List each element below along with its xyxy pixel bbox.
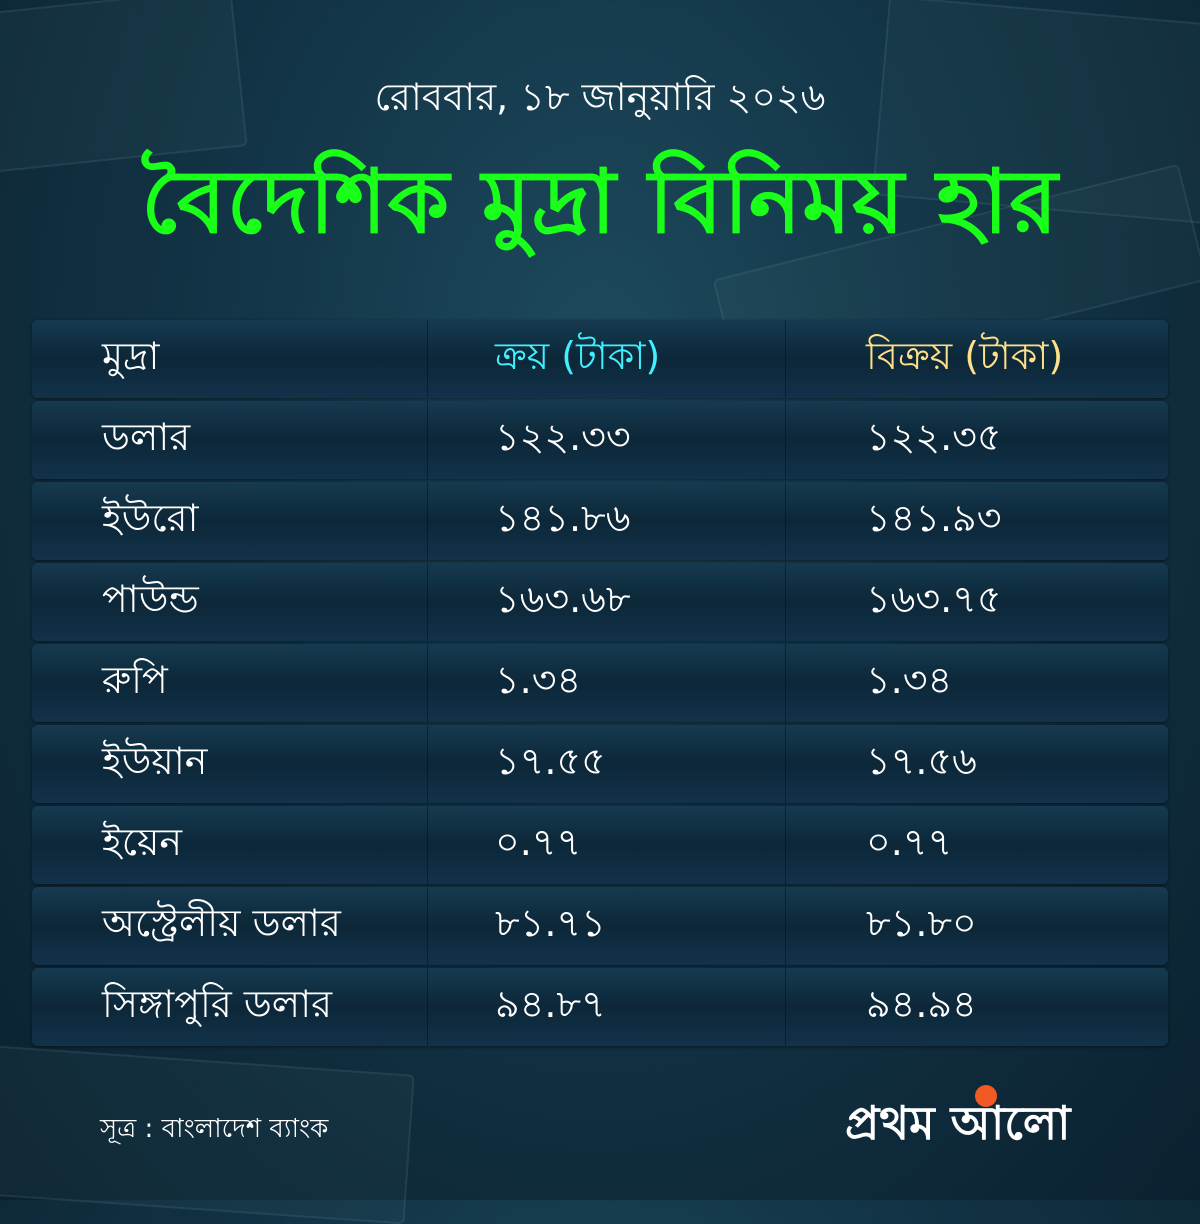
exchange-rate-table: মুদ্রা ক্রয় (টাকা) বিক্রয় (টাকা) ডলার ১… [32,320,1168,1049]
currency-name: ইউয়ান [102,739,208,783]
sell-rate: ৯৪.৯৪ [866,982,977,1026]
currency-name: পাউন্ড [102,577,199,621]
sell-rate: ১৭.৫৬ [866,739,977,783]
buy-rate: ০.৭৭ [495,820,582,864]
sell-rate: ১২২.৩৫ [866,415,1002,459]
currency-name: ইউরো [102,496,199,540]
sell-rate: ৮১.৮০ [866,901,977,945]
buy-rate: ৮১.৭১ [495,901,606,945]
column-header-currency: মুদ্রা [102,334,160,378]
buy-rate: ১৬৩.৬৮ [495,577,631,621]
buy-rate: ১৪১.৮৬ [495,496,631,540]
sell-rate: ০.৭৭ [866,820,953,864]
currency-name: রুপি [102,658,168,702]
table-row: সিঙ্গাপুরি ডলার ৯৪.৮৭ ৯৪.৯৪ [32,968,1168,1046]
page-title: বৈদেশিক মুদ্রা বিনিময় হার [141,150,1059,253]
buy-rate: ৯৪.৮৭ [495,982,606,1026]
currency-name: ডলার [102,415,191,459]
column-header-buy: ক্রয় (টাকা) [495,334,661,378]
currency-name: অস্ট্রেলীয় ডলার [102,901,341,945]
table-row: ইয়েন ০.৭৭ ০.৭৭ [32,806,1168,884]
buy-rate: ১.৩৪ [495,658,582,702]
table-row: রুপি ১.৩৪ ১.৩৪ [32,644,1168,722]
table-row: ডলার ১২২.৩৩ ১২২.৩৫ [32,401,1168,479]
table-row: ইউরো ১৪১.৮৬ ১৪১.৯৩ [32,482,1168,560]
buy-rate: ১৭.৫৫ [495,739,606,783]
sell-rate: ১.৩৪ [866,658,953,702]
table-row: পাউন্ড ১৬৩.৬৮ ১৬৩.৭৫ [32,563,1168,641]
date-label: রোববার, ১৮ জানুয়ারি ২০২৬ [374,75,826,119]
table-row: অস্ট্রেলীয় ডলার ৮১.৭১ ৮১.৮০ [32,887,1168,965]
column-header-sell: বিক্রয় (টাকা) [866,334,1064,378]
prothom-alo-logo: প্রথম আলো [845,1085,1125,1155]
table-row: ইউয়ান ১৭.৫৫ ১৭.৫৬ [32,725,1168,803]
sun-icon [975,1085,997,1107]
buy-rate: ১২২.৩৩ [495,415,631,459]
currency-name: ইয়েন [102,820,183,864]
sell-rate: ১৬৩.৭৫ [866,577,1002,621]
table-header-row: মুদ্রা ক্রয় (টাকা) বিক্রয় (টাকা) [32,320,1168,398]
currency-name: সিঙ্গাপুরি ডলার [102,982,333,1026]
source-note: সূত্র : বাংলাদেশ ব্যাংক [100,1114,329,1144]
sell-rate: ১৪১.৯৩ [866,496,1002,540]
